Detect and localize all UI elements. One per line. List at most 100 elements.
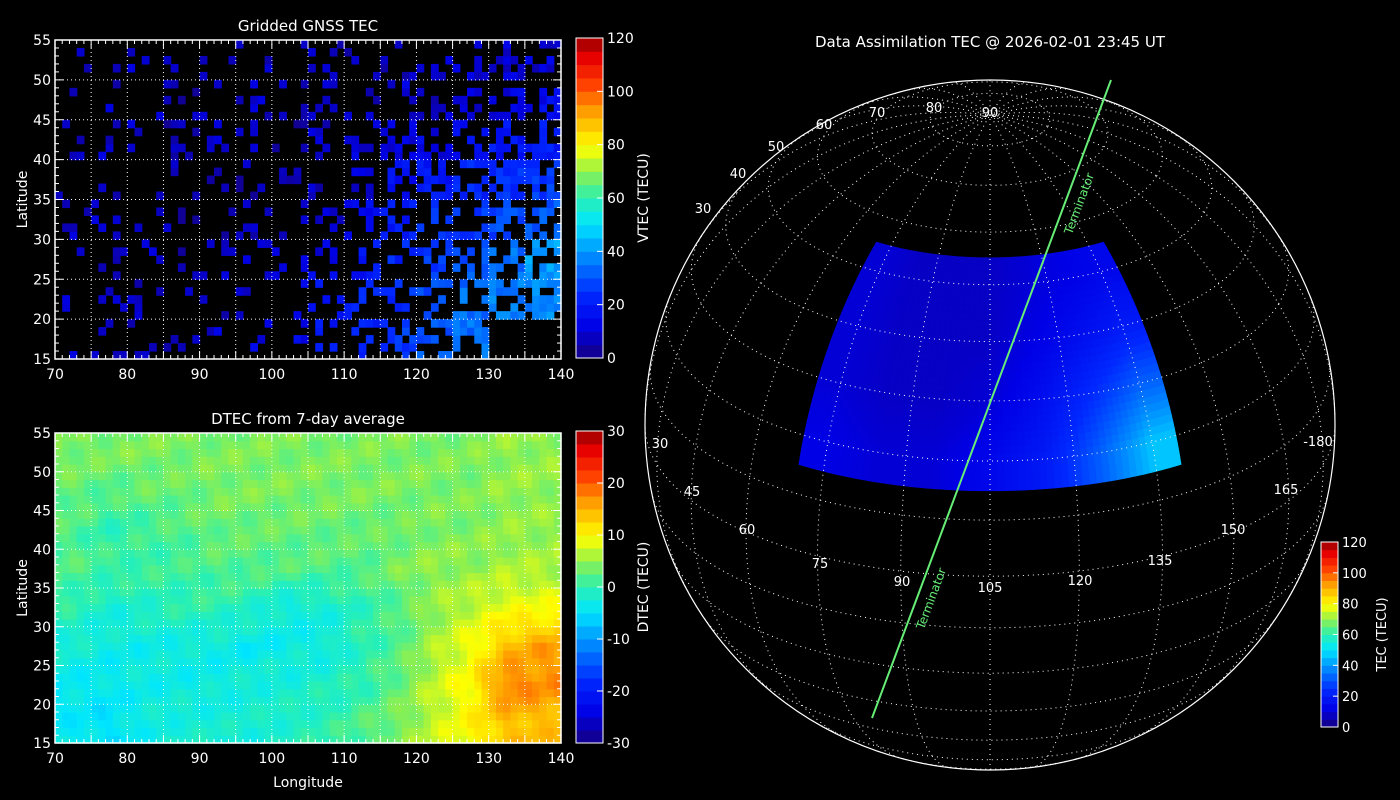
heatmap-cell — [416, 634, 425, 643]
heatmap-cell — [380, 580, 389, 589]
heatmap-cell — [300, 319, 309, 328]
heatmap-cell — [467, 111, 475, 121]
heatmap-cell — [387, 143, 396, 153]
heatmap-cell — [315, 502, 324, 512]
globe-tec-cell — [961, 326, 969, 335]
globe-tec-cell — [935, 421, 944, 430]
heatmap-cell — [98, 735, 107, 744]
heatmap-cell — [539, 681, 548, 690]
heatmap-cell — [271, 696, 280, 705]
heatmap-cell — [474, 696, 483, 705]
heatmap-cell — [279, 572, 287, 581]
heatmap-cell — [62, 619, 71, 628]
heatmap-cell — [242, 464, 251, 473]
heatmap-cell — [539, 510, 548, 519]
heatmap-cell — [120, 526, 128, 535]
heatmap-cell — [553, 495, 562, 504]
x-tick-label: 100 — [258, 751, 285, 767]
heatmap-cell — [293, 311, 302, 320]
heatmap-cell — [235, 735, 244, 744]
heatmap-cell — [488, 642, 497, 651]
heatmap-cell — [510, 433, 519, 442]
heatmap-cell — [532, 143, 540, 153]
heatmap-cell — [177, 634, 186, 643]
heatmap-cell — [459, 580, 468, 589]
heatmap-cell — [105, 557, 114, 566]
heatmap-cell — [495, 311, 504, 320]
heatmap-cell — [380, 611, 389, 620]
heatmap-cell — [163, 440, 172, 450]
heatmap-cell — [546, 580, 555, 589]
globe-tec-cell — [875, 474, 884, 484]
heatmap-cell — [336, 526, 345, 535]
heatmap-cell — [481, 207, 490, 217]
heatmap-cell — [344, 712, 352, 721]
heatmap-cell — [322, 595, 331, 605]
heatmap-cell — [336, 603, 345, 612]
heatmap-cell — [517, 681, 526, 690]
heatmap-cell — [228, 704, 237, 713]
heatmap-cell — [416, 619, 425, 628]
globe-tec-cell — [954, 437, 963, 446]
heatmap-cell — [112, 63, 121, 73]
heatmap-cell — [264, 239, 273, 248]
globe-tec-cell — [929, 413, 938, 422]
heatmap-cell — [459, 526, 468, 535]
heatmap-cell — [105, 433, 114, 442]
heatmap-cell — [315, 588, 324, 597]
heatmap-cell — [250, 712, 258, 721]
heatmap-cell — [394, 557, 403, 566]
heatmap-cell — [409, 650, 418, 659]
heatmap-cell — [242, 487, 251, 496]
heatmap-cell — [358, 255, 367, 264]
heatmap-cell — [387, 510, 396, 519]
heatmap-cell — [373, 650, 381, 659]
heatmap-cell — [423, 175, 432, 185]
heatmap-cell — [503, 87, 511, 97]
heatmap-cell — [344, 502, 352, 512]
heatmap-cell — [177, 657, 186, 667]
heatmap-cell — [524, 603, 533, 612]
heatmap-cell — [235, 704, 244, 713]
heatmap-cell — [401, 159, 410, 169]
heatmap-cell — [120, 448, 128, 457]
heatmap-cell — [438, 572, 446, 581]
heatmap-cell — [329, 735, 338, 744]
heatmap-cell — [524, 657, 533, 667]
heatmap-cell — [474, 727, 483, 736]
heatmap-cell — [91, 448, 99, 457]
heatmap-cell — [344, 479, 352, 488]
y-tick-label: 15 — [33, 736, 51, 752]
heatmap-cell — [300, 215, 309, 225]
globe-tec-cell — [982, 475, 991, 484]
heatmap-cell — [228, 526, 237, 535]
globe-tec-cell — [970, 370, 978, 379]
heatmap-cell — [488, 464, 497, 473]
heatmap-cell — [156, 580, 165, 589]
globe-tec-cell — [887, 430, 896, 440]
heatmap-cell — [300, 495, 309, 504]
heatmap-cell — [192, 557, 201, 566]
heatmap-cell — [141, 502, 150, 512]
heatmap-cell — [387, 727, 396, 736]
heatmap-cell — [459, 642, 468, 651]
heatmap-cell — [177, 626, 186, 636]
heatmap-cell — [206, 735, 215, 744]
heatmap-cell — [214, 471, 222, 481]
heatmap-cell — [83, 564, 92, 574]
heatmap-cell — [62, 303, 71, 312]
globe-tec-cell — [979, 291, 986, 299]
heatmap-cell — [387, 215, 396, 225]
heatmap-cell — [380, 696, 389, 705]
heatmap-cell — [185, 479, 193, 488]
heatmap-cell — [459, 327, 468, 336]
heatmap-cell — [163, 704, 172, 713]
heatmap-cell — [510, 440, 519, 450]
heatmap-cell — [553, 127, 562, 137]
heatmap-cell — [308, 183, 316, 193]
heatmap-cell — [416, 471, 425, 481]
heatmap-cell — [510, 247, 519, 256]
heatmap-cell — [300, 119, 309, 129]
heatmap-cell — [459, 440, 468, 450]
heatmap-cell — [546, 167, 555, 177]
